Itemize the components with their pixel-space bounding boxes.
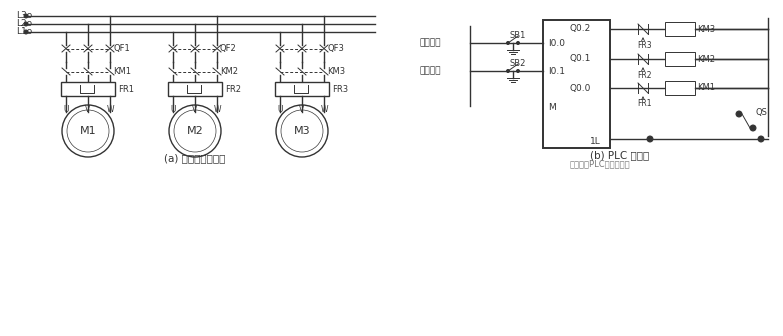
Text: FR2: FR2 — [637, 71, 651, 80]
Bar — [275, 82, 329, 96]
Text: 安全按鈕: 安全按鈕 — [420, 67, 442, 76]
Text: L3o: L3o — [16, 11, 32, 20]
Text: FR1: FR1 — [637, 99, 651, 109]
Bar — [665, 52, 695, 66]
Text: QS: QS — [755, 108, 767, 117]
Text: Q0.2: Q0.2 — [570, 25, 591, 34]
Text: W: W — [321, 104, 329, 114]
Text: KM1: KM1 — [697, 84, 715, 92]
Bar — [543, 20, 610, 148]
Text: W: W — [214, 104, 222, 114]
Text: FR3: FR3 — [332, 84, 348, 93]
Text: FR3: FR3 — [637, 41, 651, 49]
Text: 启动按鈕: 启动按鈕 — [420, 39, 442, 47]
Circle shape — [736, 111, 742, 117]
Text: W: W — [107, 104, 114, 114]
Circle shape — [517, 70, 519, 73]
Text: KM2: KM2 — [697, 54, 715, 64]
Text: L1o: L1o — [16, 28, 32, 37]
Text: KM3: KM3 — [327, 68, 345, 77]
Circle shape — [24, 30, 28, 34]
Circle shape — [758, 136, 764, 142]
Circle shape — [24, 14, 28, 18]
Text: Q0.0: Q0.0 — [570, 84, 591, 92]
Text: (b) PLC 接线图: (b) PLC 接线图 — [590, 150, 650, 160]
Text: V: V — [192, 104, 197, 114]
Text: I0.1: I0.1 — [548, 67, 565, 76]
Text: U: U — [63, 104, 68, 114]
Text: M3: M3 — [294, 126, 310, 136]
Circle shape — [647, 136, 653, 142]
Text: M2: M2 — [186, 126, 204, 136]
Circle shape — [507, 70, 510, 73]
Text: U: U — [170, 104, 175, 114]
Text: L2o: L2o — [16, 19, 32, 29]
Text: SB2: SB2 — [510, 59, 526, 69]
Bar — [61, 82, 115, 96]
Text: V: V — [85, 104, 90, 114]
Bar — [665, 22, 695, 36]
Text: M1: M1 — [80, 126, 96, 136]
Bar — [168, 82, 222, 96]
Text: M: M — [548, 103, 556, 113]
Bar — [665, 81, 695, 95]
Text: Q0.1: Q0.1 — [570, 54, 591, 64]
Circle shape — [517, 42, 519, 44]
Text: KM3: KM3 — [697, 25, 715, 34]
Text: KM1: KM1 — [113, 68, 131, 77]
Text: KM2: KM2 — [220, 68, 238, 77]
Text: I0.0: I0.0 — [548, 39, 565, 47]
Text: 机器人及PLC自动化应用: 机器人及PLC自动化应用 — [570, 160, 630, 168]
Text: 1L: 1L — [590, 137, 601, 146]
Text: FR1: FR1 — [118, 84, 134, 93]
Circle shape — [750, 125, 756, 131]
Text: QF3: QF3 — [327, 44, 344, 53]
Text: U: U — [277, 104, 283, 114]
Circle shape — [24, 22, 28, 26]
Text: FR2: FR2 — [225, 84, 241, 93]
Text: QF1: QF1 — [113, 44, 130, 53]
Text: QF2: QF2 — [220, 44, 236, 53]
Text: V: V — [299, 104, 305, 114]
Text: (a) 电动机主接线图: (a) 电动机主接线图 — [164, 153, 226, 163]
Text: SB1: SB1 — [510, 32, 526, 41]
Circle shape — [507, 42, 510, 44]
